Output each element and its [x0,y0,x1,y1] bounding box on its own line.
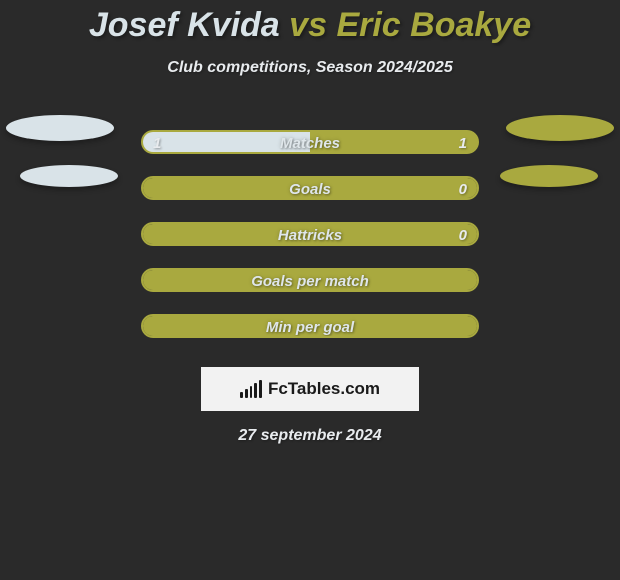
stat-value-right: 0 [459,224,467,246]
logo-text: FcTables.com [268,379,380,399]
bar-chart-icon [240,380,262,398]
player2-ellipse-icon [506,115,614,141]
date-text: 27 september 2024 [0,427,620,445]
bar-segment-player2 [310,132,477,152]
player1-ellipse-icon [6,115,114,141]
stat-value-left: 1 [153,132,161,154]
stat-row: Goals0 [0,165,620,211]
stat-row: Matches11 [0,119,620,165]
stat-value-right: 1 [459,132,467,154]
stat-bar: Goals0 [141,176,479,200]
bar-segment-player2 [143,316,477,336]
logo-bar-icon [259,380,262,398]
player1-ellipse-icon [20,165,118,187]
logo-bar-icon [250,386,253,398]
stat-row: Hattricks0 [0,211,620,257]
logo-box: FcTables.com [201,367,419,411]
bar-segment-player1 [143,132,310,152]
subtitle: Club competitions, Season 2024/2025 [0,59,620,77]
stat-bar: Min per goal [141,314,479,338]
player2-name: Eric Boakye [336,6,531,44]
stat-bar: Hattricks0 [141,222,479,246]
player2-ellipse-icon [500,165,598,187]
bar-segment-player2 [143,178,477,198]
bar-segment-player2 [143,270,477,290]
bar-segment-player2 [143,224,477,244]
stat-bar: Matches11 [141,130,479,154]
stat-rows: Matches11Goals0Hattricks0Goals per match… [0,119,620,349]
stat-value-right: 0 [459,178,467,200]
player1-name: Josef Kvida [89,6,280,44]
page-title: Josef Kvida vs Eric Boakye [0,0,620,45]
comparison-infographic: Josef Kvida vs Eric Boakye Club competit… [0,0,620,580]
logo-bar-icon [254,383,257,398]
vs-label: vs [289,6,327,44]
stat-bar: Goals per match [141,268,479,292]
logo-bar-icon [240,392,243,398]
stat-row: Goals per match [0,257,620,303]
logo-bar-icon [245,389,248,398]
stat-row: Min per goal [0,303,620,349]
